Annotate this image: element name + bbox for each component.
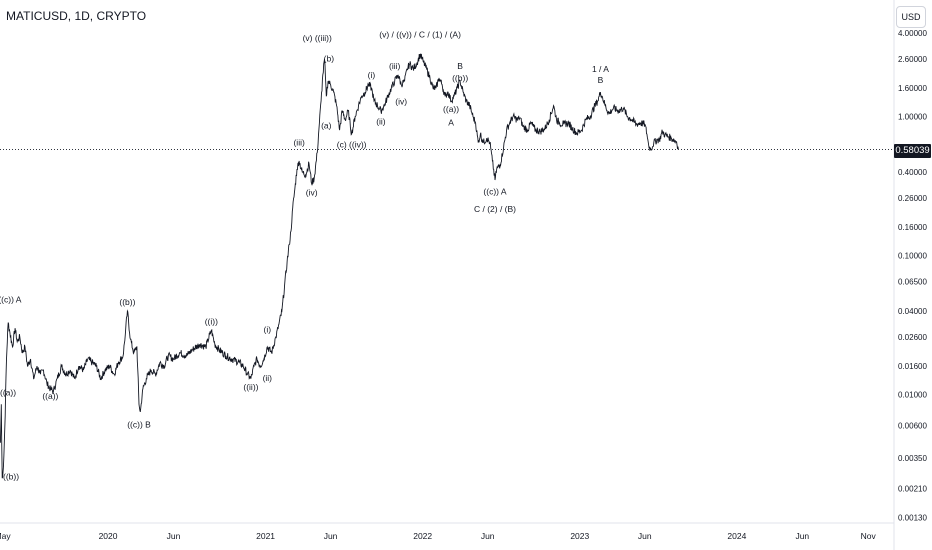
wave-label: (ii) (376, 116, 386, 126)
y-tick-label: 0.00210 (898, 485, 927, 494)
y-tick-label: 0.10000 (898, 252, 927, 261)
y-tick-label: 4.00000 (898, 29, 927, 38)
x-tick-label: 2023 (570, 531, 589, 541)
y-tick-label: 1.00000 (898, 113, 927, 122)
wave-label: ((i)) (205, 316, 218, 326)
y-tick-label: 0.00350 (898, 454, 927, 463)
y-tick-label: 1.60000 (898, 84, 927, 93)
price-series-line (0, 53, 679, 479)
y-tick-label: 0.02600 (898, 333, 927, 342)
wave-label: 1 / A (592, 64, 609, 74)
y-tick-label: 0.04000 (898, 307, 927, 316)
wave-label: ((c)) A (483, 187, 506, 197)
x-tick-label: Nov (861, 531, 877, 541)
wave-label: (i) (264, 324, 272, 334)
wave-label: C / (2) / (B) (474, 204, 516, 214)
wave-label: (iv) (306, 188, 318, 198)
x-tick-label: 2020 (99, 531, 118, 541)
y-tick-label: 0.01600 (898, 362, 927, 371)
x-tick-label: May (0, 531, 11, 541)
y-tick-label: 0.00600 (898, 421, 927, 430)
y-tick-label: 0.40000 (898, 168, 927, 177)
symbol-title: MATICUSD, 1D, CRYPTO (6, 9, 147, 23)
wave-label: B (457, 61, 463, 71)
wave-label: (v) / ((v)) / C / (1) / (A) (379, 30, 461, 40)
x-tick-label: Jun (167, 531, 181, 541)
wave-label: ((c)) A (0, 294, 22, 304)
y-tick-label: 0.16000 (898, 223, 927, 232)
wave-label: B (598, 75, 604, 85)
wave-label: ((b)) (452, 73, 468, 83)
y-tick-label: 2.60000 (898, 55, 927, 64)
wave-label: (iii) (293, 137, 304, 147)
x-tick-label: Jun (324, 531, 338, 541)
wave-label: ((a)) (443, 104, 459, 114)
x-tick-label: 2024 (727, 531, 746, 541)
wave-label: (i) (368, 70, 376, 80)
x-tick-label: 2021 (256, 531, 275, 541)
wave-label: ((a)) (0, 388, 16, 398)
wave-label: (b) (324, 53, 335, 63)
x-tick-label: Jun (481, 531, 495, 541)
currency-button[interactable]: USD (896, 6, 926, 28)
y-tick-label: 0.01000 (898, 391, 927, 400)
wave-label: (c) ((iv)) (337, 139, 367, 149)
wave-label: (a) (321, 121, 332, 131)
wave-label: ((ii)) (243, 382, 258, 392)
wave-label: ((c)) B (127, 419, 151, 429)
wave-label: A (448, 118, 454, 128)
x-tick-label: Jun (638, 531, 652, 541)
x-tick-label: Jun (795, 531, 809, 541)
last-price-label: 0.58039 (894, 144, 931, 158)
wave-label: ((b)) (3, 471, 19, 481)
wave-label: (iii) (389, 61, 400, 71)
wave-label: ((b)) (119, 297, 135, 307)
y-tick-label: 0.00130 (898, 514, 927, 523)
wave-label: (iv) (395, 97, 407, 107)
wave-label: (ii) (263, 373, 273, 383)
wave-label: (v) ((iii)) (303, 33, 332, 43)
y-tick-label: 0.26000 (898, 194, 927, 203)
x-tick-label: 2022 (413, 531, 432, 541)
y-tick-label: 0.06500 (898, 278, 927, 287)
wave-label: ((a)) (42, 391, 58, 401)
